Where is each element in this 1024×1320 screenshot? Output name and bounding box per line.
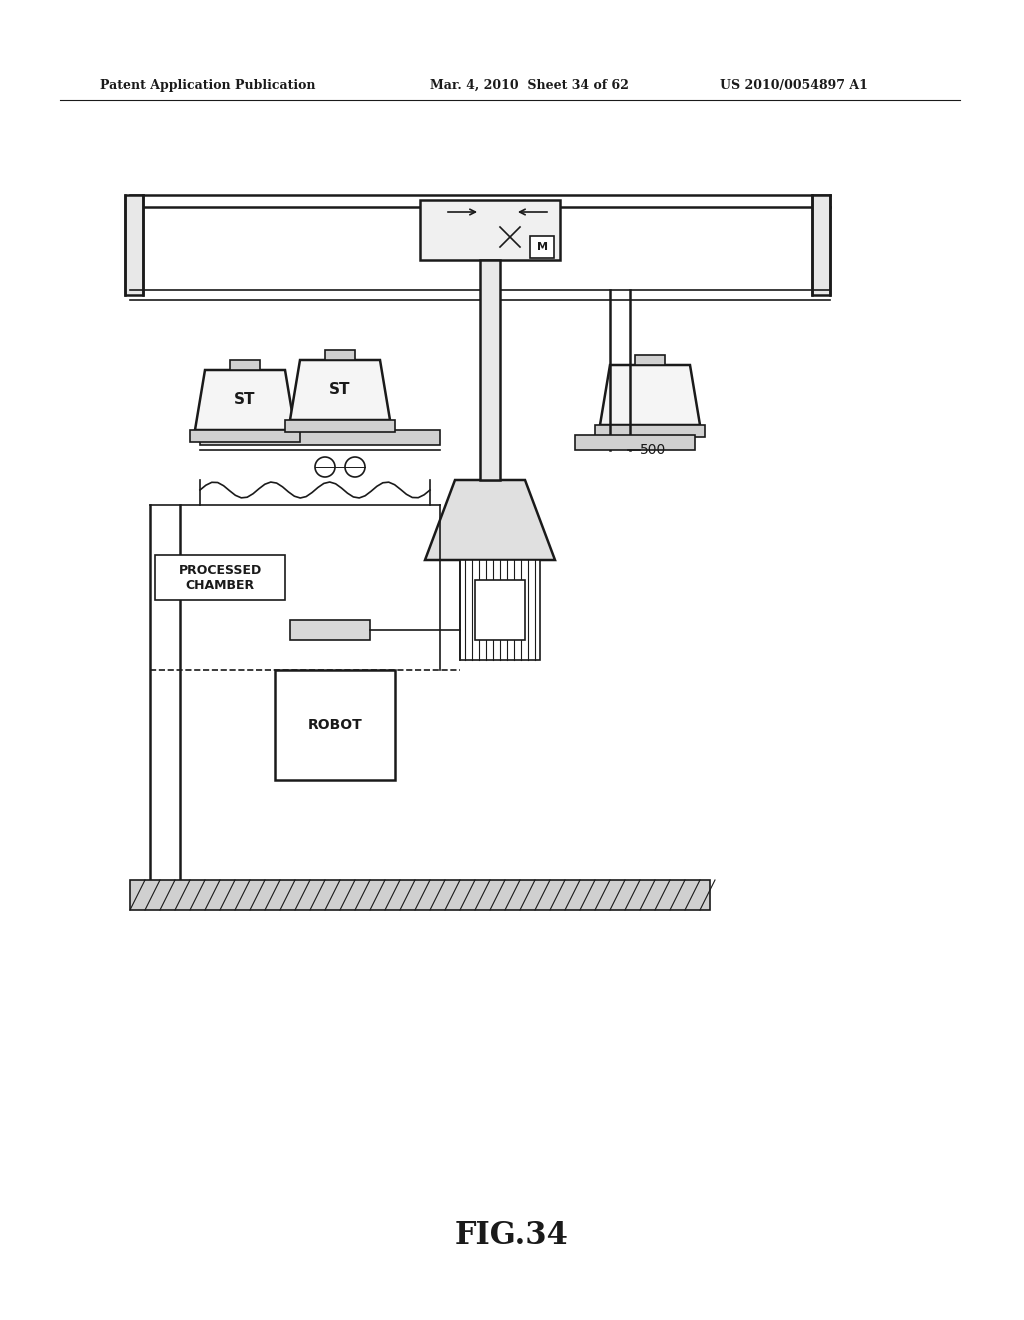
Bar	[480, 260, 500, 480]
Bar	[290, 620, 370, 640]
Bar	[812, 195, 830, 294]
Bar	[530, 236, 554, 257]
Polygon shape	[195, 370, 295, 430]
Text: Patent Application Publication: Patent Application Publication	[100, 78, 315, 91]
Bar	[460, 560, 540, 660]
Bar	[200, 430, 440, 445]
Text: M: M	[537, 242, 548, 252]
Bar	[635, 355, 665, 366]
Bar	[190, 430, 300, 442]
Text: 500: 500	[640, 444, 667, 457]
Bar	[285, 420, 395, 432]
Text: US 2010/0054897 A1: US 2010/0054897 A1	[720, 78, 868, 91]
Bar	[595, 425, 705, 437]
Bar	[275, 671, 395, 780]
Polygon shape	[290, 360, 390, 420]
Bar	[125, 195, 143, 294]
Bar	[155, 554, 285, 601]
Text: ROBOT: ROBOT	[307, 718, 362, 733]
Bar	[420, 201, 560, 260]
Text: Mar. 4, 2010  Sheet 34 of 62: Mar. 4, 2010 Sheet 34 of 62	[430, 78, 629, 91]
Text: FIG.34: FIG.34	[455, 1220, 569, 1250]
Text: PROCESSED
CHAMBER: PROCESSED CHAMBER	[178, 564, 261, 591]
Polygon shape	[425, 480, 555, 560]
Text: ST: ST	[330, 383, 351, 397]
Bar	[325, 350, 355, 360]
Bar	[475, 579, 525, 640]
Polygon shape	[600, 366, 700, 425]
Bar	[230, 360, 260, 370]
Text: ST: ST	[234, 392, 256, 408]
Bar	[575, 436, 695, 450]
Bar	[130, 880, 710, 909]
